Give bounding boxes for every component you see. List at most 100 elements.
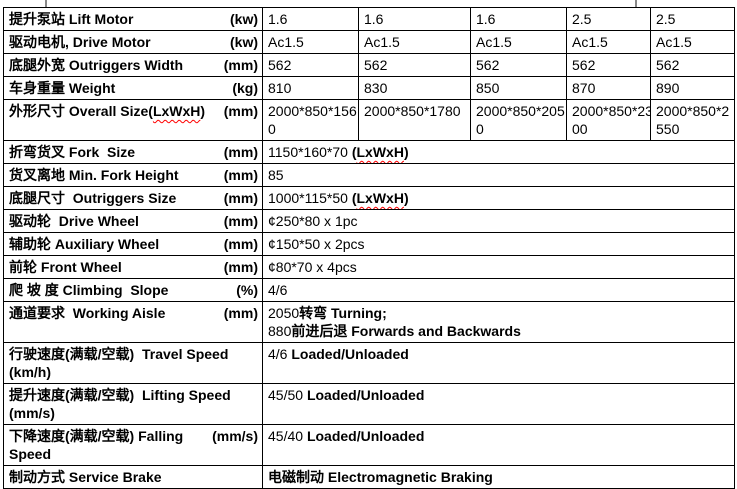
text-part: 4/6 — [268, 282, 288, 298]
spec-value-cell: 2000*850*1780 — [358, 99, 471, 141]
cropped-row-border-left — [45, 0, 47, 8]
specification-table: 提升泵站 Lift Motor (kw) 1.6 1.6 1.6 2.5 2.5 驱动电机, … — [3, 7, 735, 489]
spec-value-cell: Ac1.5 — [262, 30, 359, 54]
table-row: 驱动轮 Drive Wheel (mm) ¢250*80 x 1pc — [3, 209, 735, 233]
spec-value-cell: 1.6 — [358, 7, 471, 31]
spec-label: 驱动电机, Drive Motor — [9, 33, 151, 51]
spec-label: 折弯货叉 Fork Size — [9, 143, 135, 161]
text-part: 转弯 Turning; — [299, 305, 387, 321]
spec-label-cell: 前轮 Front Wheel (mm) — [3, 255, 263, 279]
spec-label: 底腿外宽 Outriggers Width — [9, 56, 183, 74]
spec-value-cell-merged: ¢250*80 x 1pc — [262, 209, 735, 233]
spec-value-cell: 890 — [650, 76, 735, 100]
spec-label: 下降速度(满载/空载) Falling Speed — [9, 427, 206, 463]
text-part: 45/40 — [268, 428, 307, 444]
spec-label-cell: 折弯货叉 Fork Size (mm) — [3, 140, 263, 164]
table-row: 底腿尺寸 Outriggers Size (mm) 1000*115*50 (LxW… — [3, 186, 735, 210]
text-part: 驱动电机, Drive Motor — [9, 34, 151, 50]
text-part: 辅助轮 Auxiliary Wheel — [9, 236, 160, 252]
spec-label-cell: 底腿尺寸 Outriggers Size (mm) — [3, 186, 263, 210]
spec-label: 通道要求 Working Aisle — [9, 304, 165, 322]
spec-value-cell: 810 — [262, 76, 359, 100]
text-part: 45/50 — [268, 387, 307, 403]
text-part: ) — [403, 190, 409, 206]
document-page: 提升泵站 Lift Motor (kw) 1.6 1.6 1.6 2.5 2.5 驱动电机, … — [3, 0, 735, 489]
spec-value-cell-merged: 45/50 Loaded/Unloaded — [262, 383, 735, 425]
spec-value-cell: 830 — [358, 76, 471, 100]
spec-label: 行驶速度(满载/空载) Travel Speed (km/h) — [9, 345, 258, 381]
table-row: 车身重量 Weight (kg) 810 830 850 870 890 — [3, 76, 735, 100]
spellcheck-flagged-text: LxWxH — [356, 190, 404, 206]
text-part: 制动方式 Service Brake — [9, 469, 162, 485]
text-part: Loaded/Unloaded — [306, 387, 425, 403]
spec-value-cell: 562 — [470, 53, 567, 77]
spec-unit: (kw) — [230, 34, 258, 50]
spec-unit: (mm) — [223, 259, 258, 275]
text-part: ) — [403, 144, 409, 160]
text-part: ¢80*70 x 4pcs — [268, 259, 357, 275]
spec-label: 制动方式 Service Brake — [9, 468, 162, 486]
spec-value-cell: 2.5 — [650, 7, 735, 31]
spec-unit: (mm) — [223, 190, 258, 206]
text-part: ( — [351, 144, 357, 160]
spec-label-cell: 下降速度(满载/空载) Falling Speed (mm/s) — [3, 424, 263, 466]
table-row: 通道要求 Working Aisle (mm) 2050转弯 Turning; 88… — [3, 301, 735, 343]
text-part: 驱动轮 Drive Wheel — [9, 213, 139, 229]
text-part: 底腿外宽 Outriggers Width — [9, 57, 184, 73]
spec-value-cell-merged: 4/6 — [262, 278, 735, 302]
spec-value-cell: 1.6 — [262, 7, 359, 31]
spec-label-cell: 驱动轮 Drive Wheel (mm) — [3, 209, 263, 233]
spec-value-cell-merged: ¢80*70 x 4pcs — [262, 255, 735, 279]
spec-value-cell: 562 — [566, 53, 651, 77]
spellcheck-flagged-text: LxWxH — [152, 103, 201, 119]
spec-label: 车身重量 Weight — [9, 79, 115, 97]
text-part: 提升泵站 Lift Motor — [9, 11, 134, 27]
spec-label-cell: 外形尺寸 Overall Size(LxWxH) (mm) — [3, 99, 263, 141]
spec-table-body: 提升泵站 Lift Motor (kw) 1.6 1.6 1.6 2.5 2.5 驱动电机, … — [3, 7, 735, 489]
text-part: 前进后退 Forwards and Backwards — [291, 323, 521, 339]
spec-value-cell-merged: 1000*115*50 (LxWxH) — [262, 186, 735, 210]
spec-value-cell: Ac1.5 — [566, 30, 651, 54]
table-row: 爬 坡 度 Climbing Slope (%) 4/6 — [3, 278, 735, 302]
spec-label: 爬 坡 度 Climbing Slope — [9, 281, 168, 299]
spec-value-cell-merged: 85 — [262, 163, 735, 187]
spec-value-cell: 562 — [650, 53, 735, 77]
spec-value-cell: Ac1.5 — [650, 30, 735, 54]
spec-unit: (mm) — [223, 57, 258, 73]
spec-label: 货叉离地 Min. Fork Height — [9, 166, 179, 184]
spec-value-cell: 1.6 — [470, 7, 567, 31]
spec-unit: (kg) — [232, 80, 258, 96]
spec-label: 提升泵站 Lift Motor — [9, 10, 133, 28]
text-part: 4/6 — [268, 346, 292, 362]
spellcheck-flagged-text: LxWxH — [356, 144, 404, 160]
spec-unit: (mm) — [223, 167, 258, 183]
spec-unit: (kw) — [230, 11, 258, 27]
spec-value-cell-merged: 4/6 Loaded/Unloaded — [262, 342, 735, 384]
text-part: 提升速度(满载/空载) Lifting Speed (mm/s) — [9, 387, 231, 421]
spec-value-cell-merged: 2050转弯 Turning; 880前进后退 Forwards and Bac… — [262, 301, 735, 343]
spec-label: 前轮 Front Wheel — [9, 258, 122, 276]
text-part: 2050 — [268, 305, 300, 321]
text-part: 爬 坡 度 Climbing Slope — [9, 282, 169, 298]
text-part: 下降速度(满载/空载) Falling Speed — [9, 428, 188, 462]
text-part: 前轮 Front Wheel — [9, 259, 122, 275]
spec-label-cell: 底腿外宽 Outriggers Width (mm) — [3, 53, 263, 77]
spec-value-cell-merged: 1150*160*70 (LxWxH) — [262, 140, 735, 164]
spec-value-cell: Ac1.5 — [470, 30, 567, 54]
spec-value-cell: 2000*850*205 0 — [470, 99, 567, 141]
text-part: ¢150*50 x 2pcs — [268, 236, 365, 252]
text-part: Loaded/Unloaded — [306, 428, 425, 444]
spec-label-cell: 爬 坡 度 Climbing Slope (%) — [3, 278, 263, 302]
table-row: 驱动电机, Drive Motor (kw) Ac1.5 Ac1.5 Ac1.5 Ac1.… — [3, 30, 735, 54]
text-part: 货叉离地 Min. Fork Height — [9, 167, 179, 183]
table-row: 辅助轮 Auxiliary Wheel (mm) ¢150*50 x 2pcs — [3, 232, 735, 256]
spec-label-cell: 提升速度(满载/空载) Lifting Speed (mm/s) — [3, 383, 263, 425]
spec-value-cell-merged: 电磁制动 Electromagnetic Braking — [262, 465, 735, 489]
table-row: 前轮 Front Wheel (mm) ¢80*70 x 4pcs — [3, 255, 735, 279]
spec-label-cell: 驱动电机, Drive Motor (kw) — [3, 30, 263, 54]
text-part: 880 — [268, 323, 292, 339]
text-part: 通道要求 Working Aisle — [9, 305, 166, 321]
table-row: 制动方式 Service Brake 电磁制动 Electromagnetic B… — [3, 465, 735, 489]
text-part: 85 — [268, 167, 284, 183]
spec-value-cell: 2.5 — [566, 7, 651, 31]
